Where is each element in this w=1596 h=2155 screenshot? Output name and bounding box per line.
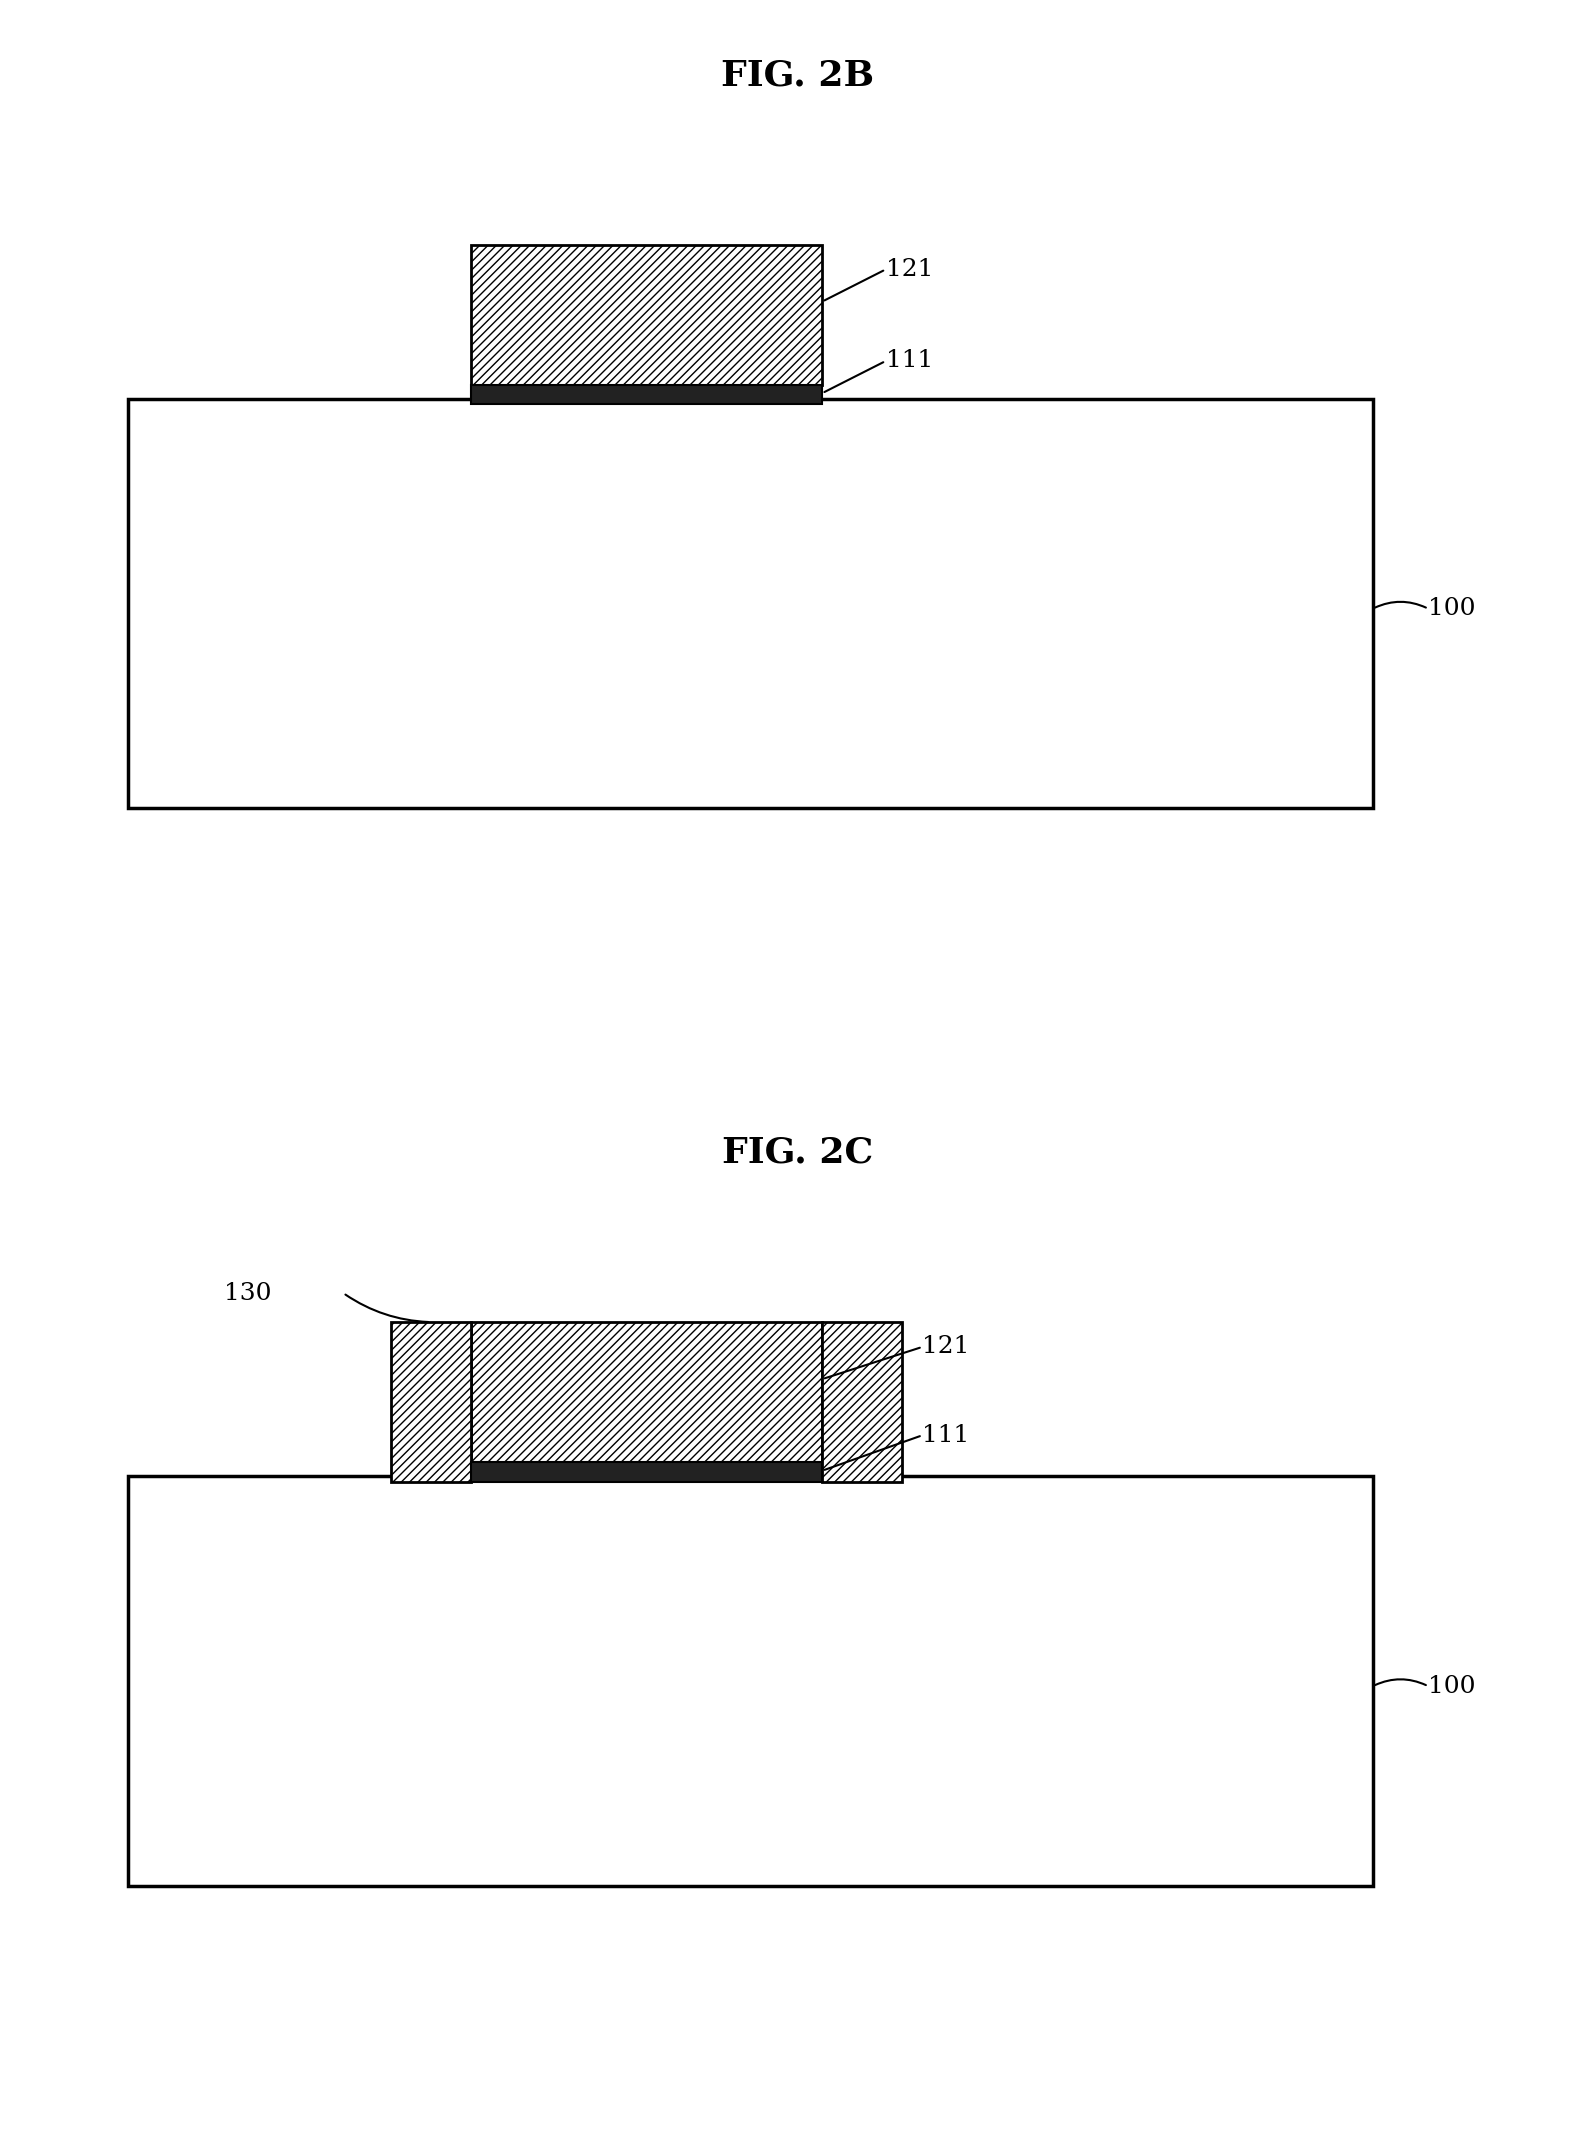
Text: 111: 111 <box>886 349 934 373</box>
Bar <box>128 1476 1373 1886</box>
Text: 100: 100 <box>1428 597 1476 621</box>
Bar <box>128 399 1373 808</box>
Text: 130: 130 <box>223 1282 271 1304</box>
Text: 111: 111 <box>922 1424 970 1446</box>
Text: FIG. 2B: FIG. 2B <box>721 58 875 93</box>
Bar <box>471 384 822 405</box>
Text: FIG. 2C: FIG. 2C <box>723 1136 873 1170</box>
Bar <box>471 1321 822 1461</box>
Bar <box>471 244 822 384</box>
Text: 121: 121 <box>922 1336 970 1358</box>
Text: 121: 121 <box>886 259 934 280</box>
Text: 100: 100 <box>1428 1674 1476 1698</box>
Bar <box>822 1321 902 1483</box>
Bar <box>391 1321 471 1483</box>
Bar <box>471 1461 822 1483</box>
